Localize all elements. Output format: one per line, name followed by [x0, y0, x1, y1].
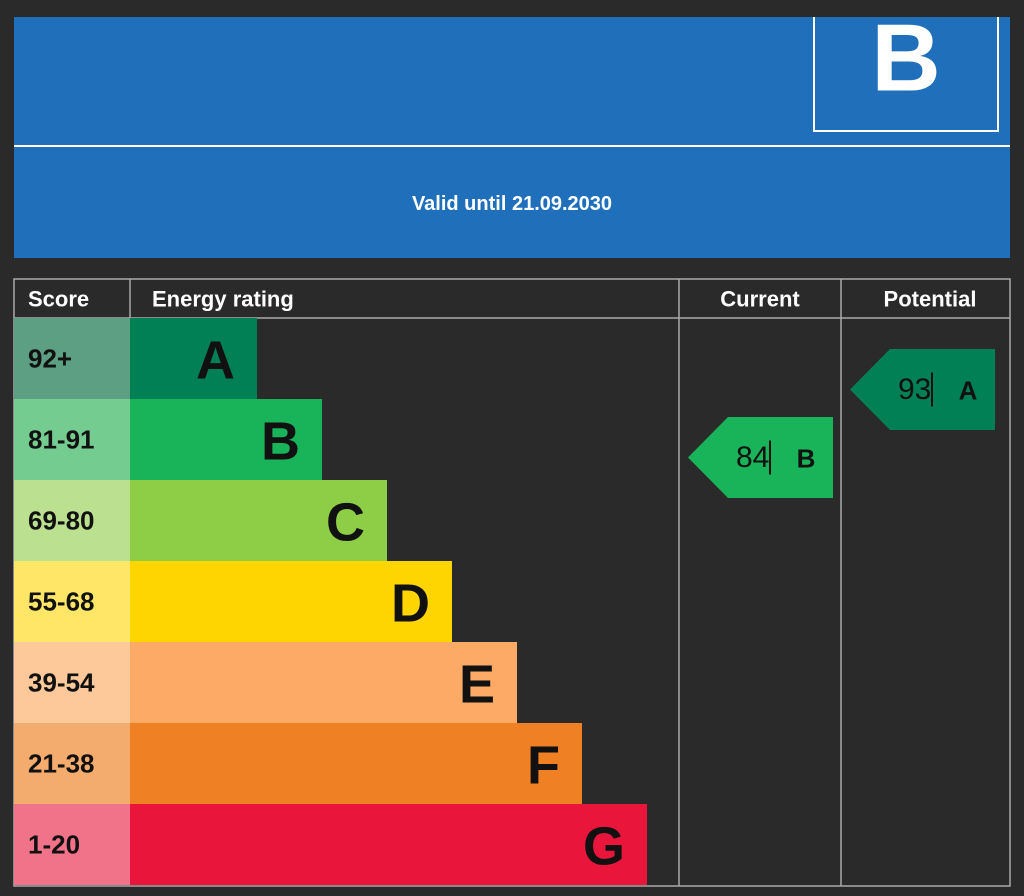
- band-letter: D: [391, 574, 430, 634]
- column-header: Score: [28, 287, 89, 312]
- rating-bar: [130, 318, 257, 399]
- score-cell: [14, 723, 130, 804]
- score-cell: [14, 804, 130, 885]
- current-band: B: [797, 444, 816, 474]
- score-cell: [14, 561, 130, 642]
- rating-bar: [130, 642, 517, 723]
- band-letter: G: [583, 817, 625, 877]
- score-range: 21-38: [28, 749, 95, 779]
- rating-bar: [130, 804, 647, 885]
- header-rating: B: [871, 5, 940, 112]
- score-range: 1-20: [28, 830, 80, 860]
- band-letter: E: [459, 655, 495, 715]
- rating-box: [813, 17, 999, 132]
- rating-bar: [130, 399, 322, 480]
- band-letter: B: [261, 412, 300, 472]
- score-range: 55-68: [28, 587, 95, 617]
- band-letter: F: [527, 736, 560, 796]
- score-cell: [14, 318, 130, 399]
- score-range: 69-80: [28, 506, 95, 536]
- valid-until: Valid until 21.09.2030: [412, 193, 612, 215]
- score-range: 39-54: [28, 668, 95, 698]
- rating-bar: [130, 480, 387, 561]
- current-arrow: [688, 417, 833, 498]
- band-letter: C: [326, 493, 365, 553]
- potential-band: A: [959, 376, 978, 406]
- potential-arrow: [850, 349, 995, 430]
- column-header: Potential: [884, 287, 977, 312]
- column-header: Current: [720, 287, 800, 312]
- rating-bar: [130, 723, 582, 804]
- potential-score: 93: [898, 373, 931, 406]
- rating-bar: [130, 561, 452, 642]
- score-cell: [14, 480, 130, 561]
- header-panel: [14, 17, 1010, 258]
- current-score: 84: [736, 441, 769, 474]
- band-letter: A: [196, 331, 235, 391]
- score-range: 81-91: [28, 425, 95, 455]
- score-cell: [14, 642, 130, 723]
- score-cell: [14, 399, 130, 480]
- column-header: Energy rating: [152, 287, 294, 312]
- score-range: 92+: [28, 344, 72, 374]
